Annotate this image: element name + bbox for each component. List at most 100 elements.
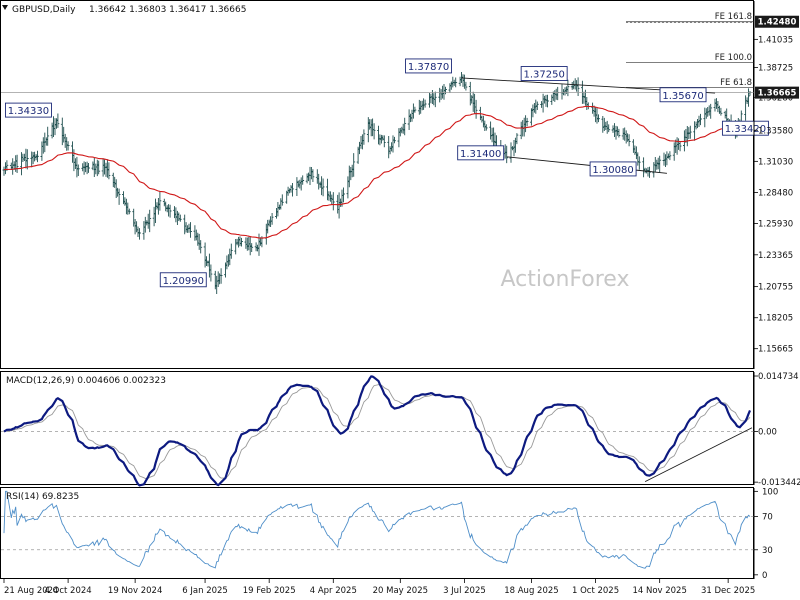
rsi-series [1,490,754,569]
date-tick-label: 19 Nov 2024 [108,586,162,596]
price-bar [331,192,335,211]
price-bar [540,101,543,108]
date-tick-label: 4 Apr 2025 [310,586,357,596]
price-bar [607,124,611,133]
price-bar [66,141,70,151]
price-bar [76,164,80,176]
price-bar [617,128,621,138]
price-bar [637,156,641,170]
price-bar [489,121,492,140]
price-bar [602,117,606,131]
macd-pane-frame [0,371,754,485]
price-bar [250,243,254,252]
swing-label-box [5,102,52,118]
macd-support-line [644,427,753,483]
price-tick-label: 1.28480 [758,188,793,198]
price-bar [127,208,131,215]
price-bar [632,139,635,153]
fe-level-label: FE 61.8 [720,78,752,88]
price-bar [525,117,529,127]
price-bar [474,99,478,119]
price-bar [677,138,680,150]
price-bar [560,84,564,100]
price-bar [352,153,356,177]
header-ohlc: 1.36642 1.36803 1.36417 1.36665 [89,5,246,15]
price-tick-label: 1.33580 [758,126,793,136]
price-bar [688,125,692,139]
lower-channel-line [506,156,667,174]
price-bar [15,154,19,173]
swing-label: 1.34330 [8,106,49,117]
date-tick-label: 6 Jan 2025 [182,586,228,596]
price-bar [719,107,723,116]
date-tick-label: 1 Oct 2025 [572,586,619,596]
price-bar [627,134,631,147]
price-bar [403,117,407,136]
date-tick-label: 31 Dec 2025 [701,586,755,596]
ema-55-line [3,105,751,239]
macd-tick-label: -0.013442 [758,478,800,488]
macd-label: MACD(12,26,9) 0.004606 0.002323 [6,376,166,386]
price-bar [653,157,657,172]
price-bar [699,113,702,126]
moving-average [3,105,751,239]
price-bar [25,149,29,170]
price-bar [678,141,682,152]
price-bar [693,121,696,141]
price-bar [709,103,713,119]
price-bar [662,152,666,166]
top-price-tag: 1.42480 [758,18,797,28]
price-bar [138,228,141,240]
price-bar [633,145,637,155]
price-bar [484,124,488,131]
price-bar [178,214,182,222]
price-bar [530,108,533,126]
price-bar [209,264,213,282]
price-bar [199,240,203,254]
rsi-pane-frame [0,487,754,579]
price-bar [444,86,447,95]
date-tick-label: 3 Jul 2025 [443,586,486,596]
header-symbol: GBPUSD,Daily [12,5,76,15]
price-bar [362,129,366,145]
price-bar [652,162,656,178]
price-bar [270,213,274,225]
price-bar [56,113,60,128]
price-bar [519,121,523,140]
price-bar [570,82,574,90]
price-bar [97,160,101,175]
price-tick-label: 1.25930 [758,220,793,230]
swing-label: 1.35670 [662,91,703,102]
price-bar [747,88,750,107]
swing-label: 1.30080 [592,165,633,176]
price-bar [53,118,57,136]
price-bar [556,86,560,101]
price-bar [668,151,672,161]
rsi-tick-label: 70 [762,512,773,522]
price-bar [723,110,727,119]
price-bar [658,155,662,173]
swing-label-box [589,161,637,177]
rsi-tick-label: 0 [762,571,767,581]
price-bar [550,94,554,105]
swing-label-box [520,66,568,81]
macd-series [1,375,754,487]
fe-level-label: FE 161.8 [715,12,752,22]
price-bar [718,105,721,114]
price-bar [148,209,152,233]
price-bar [2,166,6,176]
price-bar [703,107,707,128]
date-tick-label: 14 Nov 2025 [632,586,686,596]
price-bar [621,128,625,140]
date-tick-label: 18 Aug 2025 [504,586,558,596]
last-price-tag: 1.36665 [758,89,797,99]
price-bar [117,188,121,205]
price-bar [240,237,243,247]
price-bar [454,77,458,88]
price-bar [648,166,651,178]
swing-label: 1.20990 [163,276,204,287]
fe-level-label: FE 100.0 [715,53,752,63]
price-bar [382,135,386,148]
price-header: GBPUSD,Daily 1.36642 1.36803 1.36417 1.3… [2,5,246,15]
price-bar [672,142,676,161]
